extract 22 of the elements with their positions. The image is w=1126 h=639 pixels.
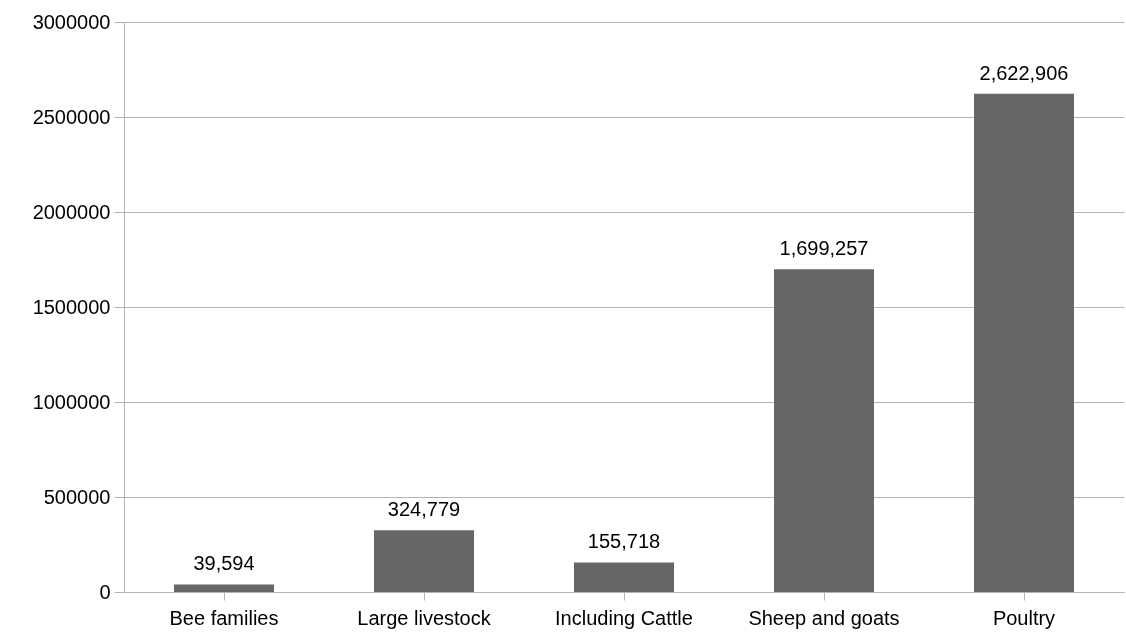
data-label: 1,699,257 bbox=[779, 237, 869, 260]
x-tick-label: Poultry bbox=[992, 606, 1056, 629]
data-label: 324,779 bbox=[387, 498, 461, 521]
x-tick-label: Sheep and goats bbox=[748, 606, 900, 629]
bar bbox=[374, 530, 474, 592]
x-tick-label: Large livestock bbox=[357, 606, 492, 629]
y-tick-label: 1000000 bbox=[32, 390, 111, 413]
y-tick-label: 1500000 bbox=[32, 295, 111, 318]
bar bbox=[174, 584, 274, 592]
data-label: 39,594 bbox=[193, 552, 255, 575]
y-tick-label: 2000000 bbox=[32, 200, 111, 223]
bar bbox=[974, 93, 1074, 592]
y-tick-label: 500000 bbox=[43, 485, 111, 508]
y-tick-label: 3000000 bbox=[32, 10, 111, 33]
bar bbox=[574, 562, 674, 592]
data-label: 155,718 bbox=[587, 530, 661, 553]
data-label: 2,622,906 bbox=[979, 61, 1069, 84]
y-tick-label: 2500000 bbox=[32, 105, 111, 128]
y-tick-label: 0 bbox=[99, 580, 111, 603]
x-tick-label: Bee families bbox=[169, 606, 279, 629]
x-tick-label: Including Cattle bbox=[555, 606, 693, 629]
bar bbox=[774, 269, 874, 592]
